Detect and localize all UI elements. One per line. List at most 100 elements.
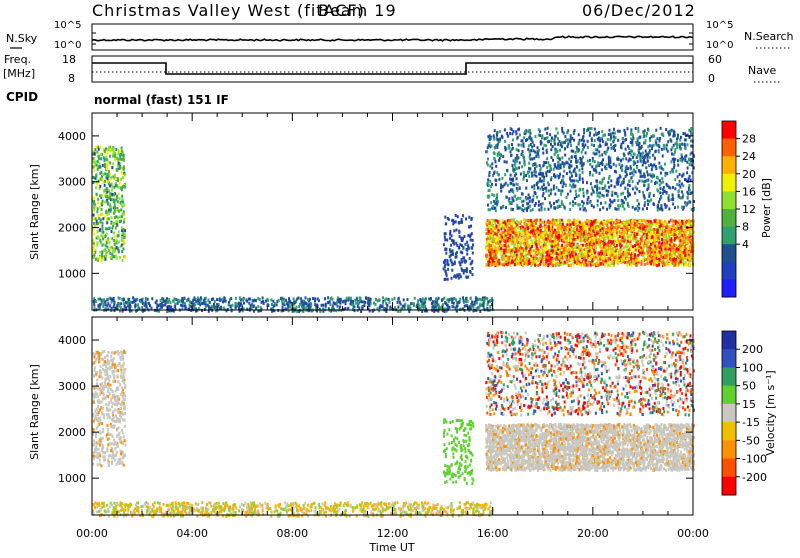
data-cell <box>657 260 659 263</box>
data-cell <box>626 264 628 267</box>
data-cell <box>619 243 621 246</box>
data-cell <box>492 237 494 240</box>
data-cell <box>529 132 531 135</box>
data-cell <box>691 259 693 262</box>
data-cell <box>624 253 626 256</box>
data-cell <box>255 299 257 302</box>
data-cell <box>556 241 558 244</box>
data-cell <box>330 297 332 300</box>
data-cell <box>577 236 579 239</box>
data-cell <box>102 234 104 237</box>
data-cell <box>559 252 561 255</box>
data-cell <box>113 150 115 153</box>
data-cell <box>653 257 655 260</box>
data-cell <box>422 297 424 300</box>
data-cell <box>662 241 664 244</box>
data-cell <box>110 222 112 225</box>
data-cell <box>357 301 359 304</box>
data-cell <box>135 299 137 302</box>
data-cell <box>680 226 682 229</box>
data-cell <box>654 242 656 245</box>
data-cell <box>117 153 119 156</box>
data-cell <box>116 246 118 249</box>
data-cell <box>109 227 111 230</box>
data-cell <box>651 257 653 260</box>
data-cell <box>109 161 111 164</box>
data-cell <box>660 204 662 207</box>
data-cell <box>472 244 474 247</box>
data-cell <box>453 229 455 232</box>
data-cell <box>684 245 686 248</box>
data-cell <box>690 244 692 247</box>
data-cell <box>550 225 552 228</box>
data-cell <box>378 299 380 302</box>
data-cell <box>570 144 572 147</box>
data-cell <box>482 302 484 305</box>
data-cell <box>375 303 377 306</box>
data-cell <box>235 305 237 308</box>
data-cell <box>589 238 591 241</box>
data-cell <box>119 297 121 300</box>
data-cell <box>557 246 559 249</box>
data-cell <box>111 230 113 233</box>
data-cell <box>679 254 681 257</box>
data-cell <box>664 223 666 226</box>
data-cell <box>651 249 653 252</box>
data-cell <box>678 259 680 262</box>
data-cell <box>566 172 568 175</box>
data-cell <box>97 160 99 163</box>
data-cell <box>121 195 123 198</box>
data-cell <box>632 251 634 254</box>
data-cell <box>95 258 97 261</box>
data-cell <box>587 246 589 249</box>
data-cell <box>627 127 629 130</box>
data-cell <box>626 245 628 248</box>
data-cell <box>600 240 602 243</box>
data-cell <box>103 249 105 252</box>
data-cell <box>110 178 112 181</box>
data-cell <box>593 242 595 245</box>
data-cell <box>99 229 101 232</box>
data-cell <box>96 220 98 223</box>
data-cell <box>612 261 614 264</box>
data-cell <box>670 259 672 262</box>
data-cell <box>675 244 677 247</box>
data-cell <box>566 223 568 226</box>
data-cell <box>651 236 653 239</box>
data-cell <box>347 307 349 310</box>
data-cell <box>508 222 510 225</box>
data-cell <box>95 174 97 177</box>
data-cell <box>626 253 628 256</box>
data-cell <box>115 215 117 218</box>
data-cell <box>450 250 452 253</box>
data-cell <box>508 257 510 260</box>
data-cell <box>106 158 108 161</box>
data-cell <box>603 253 605 256</box>
data-cell <box>173 300 175 303</box>
data-cell <box>120 302 122 305</box>
data-cell <box>615 234 617 237</box>
data-cell <box>502 263 504 266</box>
data-cell <box>510 228 512 231</box>
data-cell <box>524 228 526 231</box>
data-cell <box>614 234 616 237</box>
data-cell <box>605 243 607 246</box>
data-cell <box>118 149 120 152</box>
data-cell <box>512 261 514 264</box>
data-cell <box>106 164 108 167</box>
data-cell <box>97 167 99 170</box>
data-cell <box>490 257 492 260</box>
data-cell <box>641 239 643 242</box>
data-cell <box>93 254 95 257</box>
data-cell <box>545 243 547 246</box>
data-cell <box>444 216 446 219</box>
data-cell <box>520 220 522 223</box>
data-cell <box>92 239 94 242</box>
data-cell <box>619 130 621 133</box>
data-cell <box>538 208 540 211</box>
data-cell <box>647 199 649 202</box>
data-cell <box>680 251 682 254</box>
data-cell <box>519 233 521 236</box>
data-cell <box>118 210 120 213</box>
data-cell <box>257 305 259 308</box>
